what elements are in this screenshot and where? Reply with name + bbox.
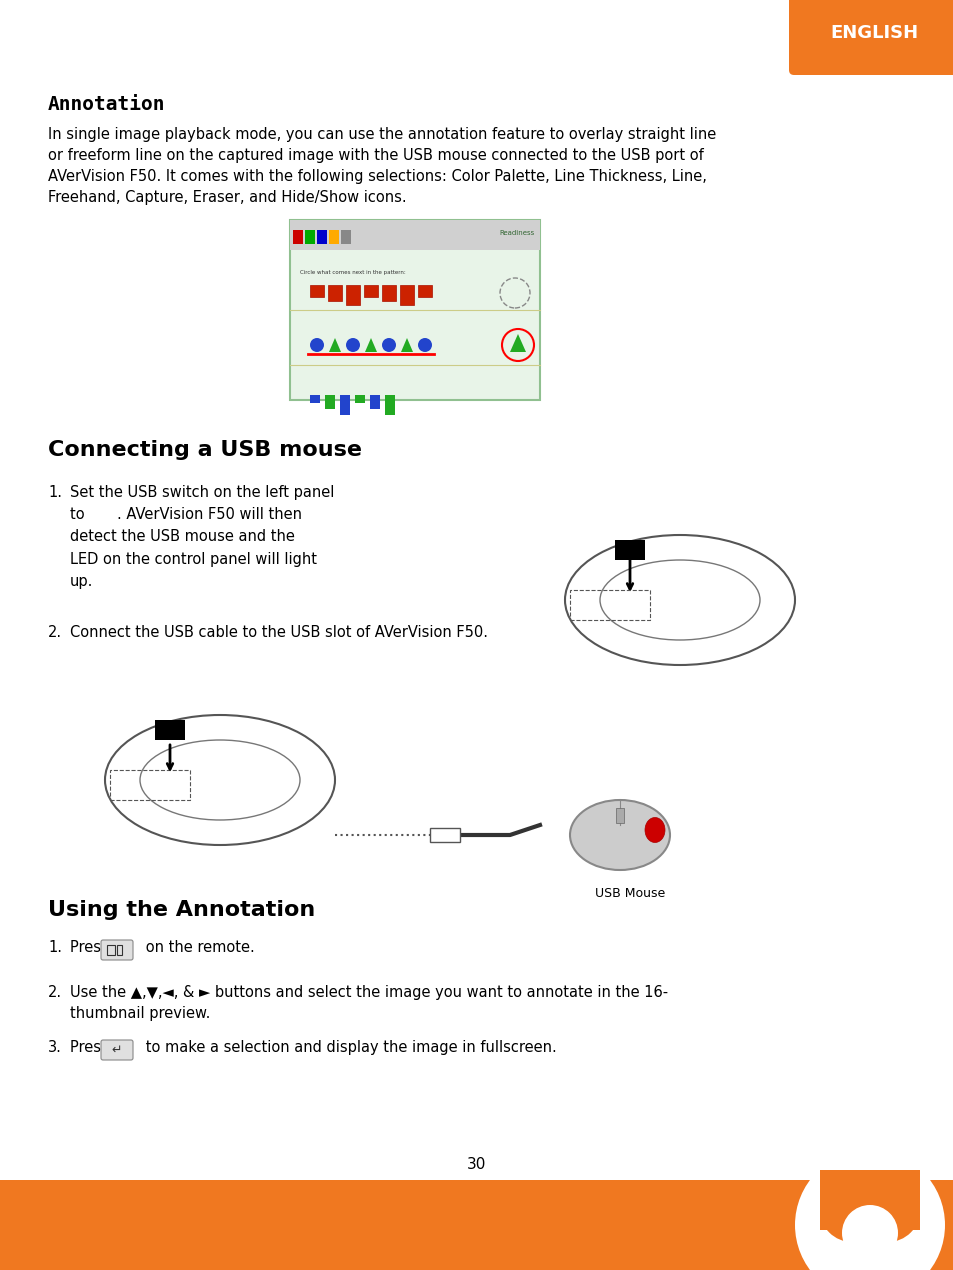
Ellipse shape — [644, 818, 664, 842]
Polygon shape — [510, 334, 525, 352]
Ellipse shape — [140, 740, 299, 820]
Bar — [290, 220, 539, 400]
FancyBboxPatch shape — [101, 940, 132, 960]
Ellipse shape — [105, 715, 335, 845]
Text: USB Mouse: USB Mouse — [595, 886, 664, 900]
Polygon shape — [400, 338, 413, 352]
Bar — [329, 230, 338, 244]
Bar — [364, 284, 377, 297]
Circle shape — [310, 338, 324, 352]
Bar — [107, 945, 115, 955]
Bar — [293, 230, 303, 244]
Polygon shape — [365, 338, 376, 352]
Bar — [340, 230, 351, 244]
Ellipse shape — [564, 535, 794, 665]
Bar — [399, 284, 414, 305]
Bar — [305, 230, 314, 244]
Bar — [0, 1180, 953, 1270]
Bar — [370, 395, 379, 409]
Circle shape — [417, 338, 432, 352]
Bar — [616, 808, 623, 823]
FancyBboxPatch shape — [788, 0, 953, 75]
Polygon shape — [329, 338, 340, 352]
Text: Set the USB switch on the left panel
to       . AVerVision F50 will then
detect : Set the USB switch on the left panel to … — [70, 485, 334, 589]
Text: Press        to make a selection and display the image in fullscreen.: Press to make a selection and display th… — [70, 1040, 557, 1055]
Circle shape — [820, 1179, 883, 1242]
Text: Connect the USB cable to the USB slot of AVerVision F50.: Connect the USB cable to the USB slot of… — [70, 625, 488, 640]
Circle shape — [794, 1151, 944, 1270]
Bar — [325, 395, 335, 409]
Text: Use the ▲,▼,◄, & ► buttons and select the image you want to annotate in the 16-
: Use the ▲,▼,◄, & ► buttons and select th… — [70, 986, 667, 1021]
Bar — [110, 770, 190, 800]
Circle shape — [841, 1205, 897, 1261]
Text: Annotation: Annotation — [48, 95, 165, 114]
Text: In single image playback mode, you can use the annotation feature to overlay str: In single image playback mode, you can u… — [48, 127, 716, 204]
Text: ↵: ↵ — [112, 1044, 122, 1057]
Text: 1.: 1. — [48, 485, 62, 500]
Text: 3.: 3. — [48, 1040, 62, 1055]
Bar — [820, 1170, 919, 1231]
Text: 30: 30 — [467, 1157, 486, 1172]
Bar — [569, 591, 649, 620]
Bar — [381, 284, 395, 301]
Bar — [310, 284, 324, 297]
Bar — [417, 284, 432, 297]
Circle shape — [855, 1179, 919, 1242]
Bar — [355, 395, 365, 403]
Bar — [346, 284, 359, 305]
Text: Circle what comes next in the pattern:: Circle what comes next in the pattern: — [299, 271, 405, 276]
Bar — [615, 540, 644, 560]
Ellipse shape — [599, 560, 760, 640]
Text: Using the Annotation: Using the Annotation — [48, 900, 314, 919]
Circle shape — [346, 338, 359, 352]
Bar — [310, 395, 319, 403]
Text: 2.: 2. — [48, 625, 62, 640]
Text: 2.: 2. — [48, 986, 62, 999]
Bar — [339, 395, 350, 415]
Bar — [117, 945, 122, 955]
Bar — [385, 395, 395, 415]
Text: Connecting a USB mouse: Connecting a USB mouse — [48, 439, 361, 460]
Text: ENGLISH: ENGLISH — [829, 24, 917, 42]
Bar — [154, 720, 185, 740]
Text: Press        on the remote.: Press on the remote. — [70, 940, 254, 955]
Bar — [328, 284, 341, 301]
Bar — [290, 220, 539, 250]
Bar — [316, 230, 327, 244]
Bar — [430, 828, 459, 842]
FancyBboxPatch shape — [101, 1040, 132, 1060]
Text: 1.: 1. — [48, 940, 62, 955]
Circle shape — [381, 338, 395, 352]
Ellipse shape — [569, 800, 669, 870]
Text: Readiness: Readiness — [499, 230, 535, 236]
